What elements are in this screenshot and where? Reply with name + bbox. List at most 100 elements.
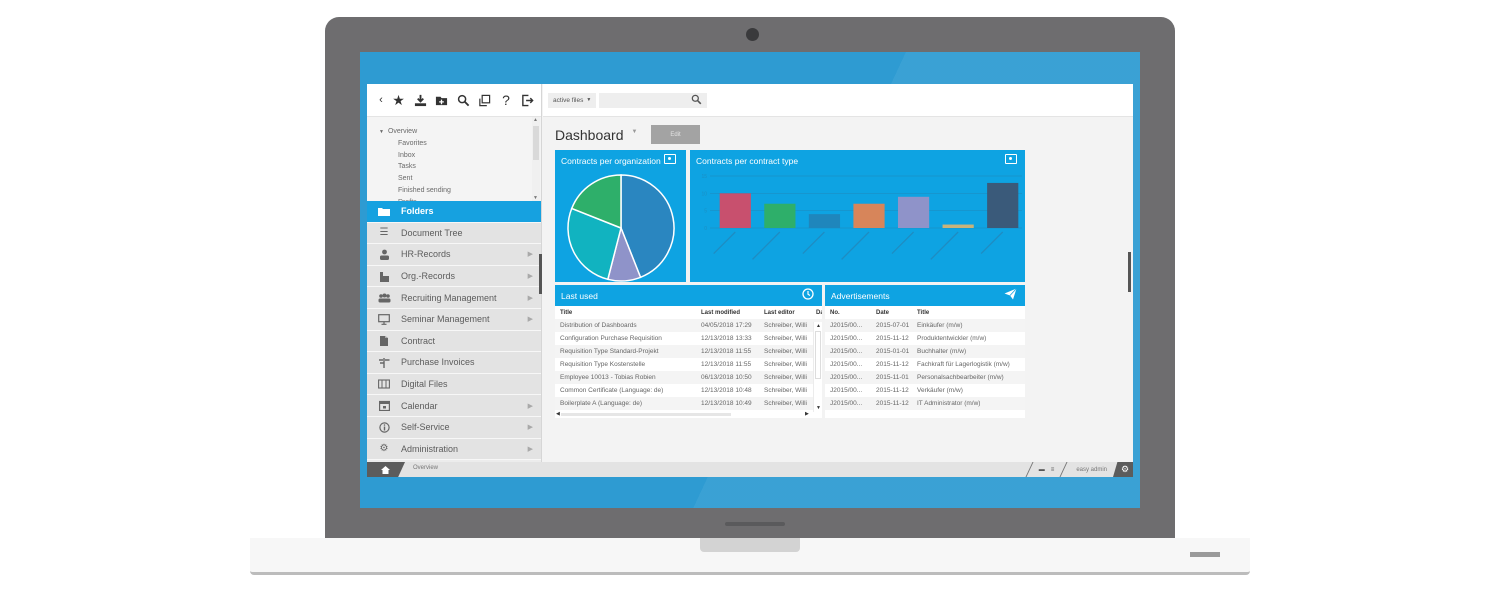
chat-icon[interactable]: ▬ (1038, 466, 1045, 473)
help-icon[interactable]: ? (502, 92, 510, 108)
scroll-up-icon[interactable]: ▲ (816, 323, 821, 329)
star-icon[interactable]: ★ (392, 91, 405, 108)
sidebar-item-recruiting-management[interactable]: Recruiting Management ▶ (367, 287, 541, 309)
sidebar-item-seminar-management[interactable]: Seminar Management ▶ (367, 308, 541, 331)
scroll-left-icon[interactable]: ◀ (556, 411, 560, 417)
sidebar-item-label: Recruiting Management (401, 292, 497, 303)
table-row[interactable]: Requisition Type Standard-Projekt 12/13/2… (555, 345, 822, 358)
tree-scrollbar[interactable]: ▲ ▼ (532, 117, 540, 201)
search-input[interactable] (599, 92, 708, 108)
table-cell: 04/05/2018 17:29 (696, 319, 759, 332)
table-row[interactable]: Configuration Purchase Requisition 12/13/… (555, 332, 822, 345)
sidebar-item-contract[interactable]: Contract (367, 330, 541, 353)
column-header[interactable]: Title (560, 309, 573, 316)
tree-scroll-thumb[interactable] (533, 126, 539, 160)
column-header[interactable]: Last editor (764, 309, 795, 316)
search-icon[interactable] (453, 90, 473, 110)
svg-text:5: 5 (704, 209, 707, 215)
table-cell: 2015-11-12 (871, 397, 912, 410)
tree-item-favorites[interactable]: Favorites (398, 139, 427, 147)
gear-icon: ⚙ (379, 443, 389, 455)
sidebar-item-label: Calendar (401, 400, 438, 411)
tree-item-drafts[interactable]: Drafts (367, 197, 541, 201)
sidebar-item-document-tree[interactable]: ☰ Document Tree (367, 222, 541, 245)
last-used-table: Title Last modified Last editor Da Distribu… (555, 306, 822, 410)
scroll-right-icon[interactable]: ▶ (805, 411, 809, 417)
table-row[interactable]: J2015/00... 2015-11-12 Verkäufer (m/w) (825, 384, 1025, 397)
pie-slice[interactable] (620, 174, 675, 279)
table-row[interactable]: J2015/00... 2015-11-12 Produktentwickler (… (825, 332, 1025, 345)
dashboard-menu-caret-icon[interactable]: ▼ (631, 129, 638, 135)
group-icon (367, 293, 401, 303)
sidebar-item-label: HR-Records (401, 249, 451, 260)
scroll-thumb[interactable] (561, 413, 731, 416)
last-used-horizontal-scrollbar[interactable]: ◀ ▶ (555, 411, 815, 418)
table-cell: J2015/00... (825, 345, 871, 358)
bar[interactable] (897, 196, 930, 228)
overview-tree: ▼ Overview Favorites Inbox Tasks Sent Fin… (367, 117, 541, 201)
column-header[interactable]: No. (830, 309, 840, 316)
logout-icon[interactable] (518, 90, 538, 110)
widget-view-icon[interactable] (664, 154, 676, 164)
svg-text:0: 0 (704, 226, 707, 232)
table-row[interactable]: Common Certificate (Language: de) 12/13/2… (555, 384, 822, 397)
widget-view-icon[interactable] (1005, 154, 1017, 164)
bar[interactable] (987, 182, 1019, 228)
laptop-logo-slot (725, 522, 785, 526)
sidebar-item-purchase-invoices[interactable]: Purchase Invoices (367, 352, 541, 374)
filter-dropdown[interactable]: active files ▼ (548, 92, 597, 108)
submenu-arrow-icon: ▶ (527, 402, 533, 410)
sidebar-item-digital-files[interactable]: Digital Files (367, 373, 541, 396)
table-row[interactable]: Requisition Type Kostenstelle 12/13/2018 … (555, 358, 822, 371)
scroll-up-icon[interactable]: ▲ (533, 117, 538, 123)
table-row[interactable]: J2015/00... 2015-07-01 Einkäufer (m/w) (825, 319, 1025, 332)
pie-slice[interactable] (570, 174, 622, 230)
svg-text:15: 15 (701, 174, 707, 180)
bar[interactable] (719, 193, 751, 228)
new-folder-icon[interactable] (432, 90, 452, 110)
menu-icon[interactable]: ≡ (1050, 466, 1055, 473)
table-row[interactable]: J2015/00... 2015-11-01 Personalsachbearbei… (825, 371, 1025, 384)
last-used-vertical-scrollbar[interactable]: ▲ ▼ (813, 322, 822, 412)
bar[interactable] (942, 224, 974, 228)
sidebar-scrollbar[interactable] (539, 254, 542, 294)
scroll-down-icon[interactable]: ▼ (816, 405, 821, 411)
table-row[interactable]: J2015/00... 2015-11-12 IT Administrator (m… (825, 397, 1025, 410)
copy-icon[interactable] (475, 90, 495, 110)
tree-item-sent[interactable]: Sent (398, 175, 413, 183)
table-row[interactable]: J2015/00... 2015-01-01 Buchhalter (m/w) (825, 345, 1025, 358)
table-row[interactable]: J2015/00... 2015-11-12 Fachkraft für Lager… (825, 358, 1025, 371)
bar[interactable] (808, 214, 841, 228)
tree-item-inbox[interactable]: Inbox (398, 151, 416, 159)
main-scrollbar[interactable] (1128, 252, 1131, 292)
scroll-thumb[interactable] (815, 331, 821, 379)
sidebar-item-folders[interactable]: Folders (367, 201, 541, 223)
sidebar-item-hr-records[interactable]: HR-Records ▶ (367, 244, 541, 266)
column-header[interactable]: Da (816, 309, 822, 316)
sidebar-item-org-records[interactable]: Org.-Records ▶ (367, 265, 541, 288)
tree-item-tasks[interactable]: Tasks (398, 163, 416, 171)
breadcrumb[interactable]: Overview (413, 465, 439, 471)
pie-slice[interactable] (567, 207, 622, 281)
sidebar-item-self-service[interactable]: Self-Service ▶ (367, 416, 541, 439)
bar[interactable] (764, 203, 796, 228)
current-user[interactable]: easy admin (1076, 466, 1107, 473)
edit-button[interactable]: Edit (651, 125, 700, 144)
column-header[interactable]: Date (876, 309, 890, 316)
tree-item-finished-sending[interactable]: Finished sending (398, 186, 451, 194)
settings-button[interactable]: ⚙ (1113, 462, 1133, 477)
bar[interactable] (853, 203, 885, 228)
sidebar-item-administration[interactable]: ⚙ Administration ▶ (367, 438, 541, 461)
table-row[interactable]: Boilerplate A (Language: de) 12/13/2018 1… (555, 397, 822, 410)
tree-item-overview[interactable]: ▼ Overview (379, 128, 418, 135)
column-header[interactable]: Last modified (701, 309, 741, 316)
scroll-down-icon[interactable]: ▼ (533, 195, 538, 201)
sidebar-item-calendar[interactable]: Calendar ▶ (367, 395, 541, 417)
collapse-chevron-icon[interactable]: ‹ (379, 94, 383, 106)
home-button[interactable] (367, 462, 405, 477)
download-icon[interactable] (410, 90, 430, 110)
column-header[interactable]: Title (917, 309, 930, 316)
search-icon[interactable] (691, 94, 702, 108)
table-row[interactable]: Employee 10013 - Tobias Robien 06/13/2018… (555, 371, 822, 384)
table-row[interactable]: Distribution of Dashboards 04/05/2018 17:… (555, 319, 822, 332)
